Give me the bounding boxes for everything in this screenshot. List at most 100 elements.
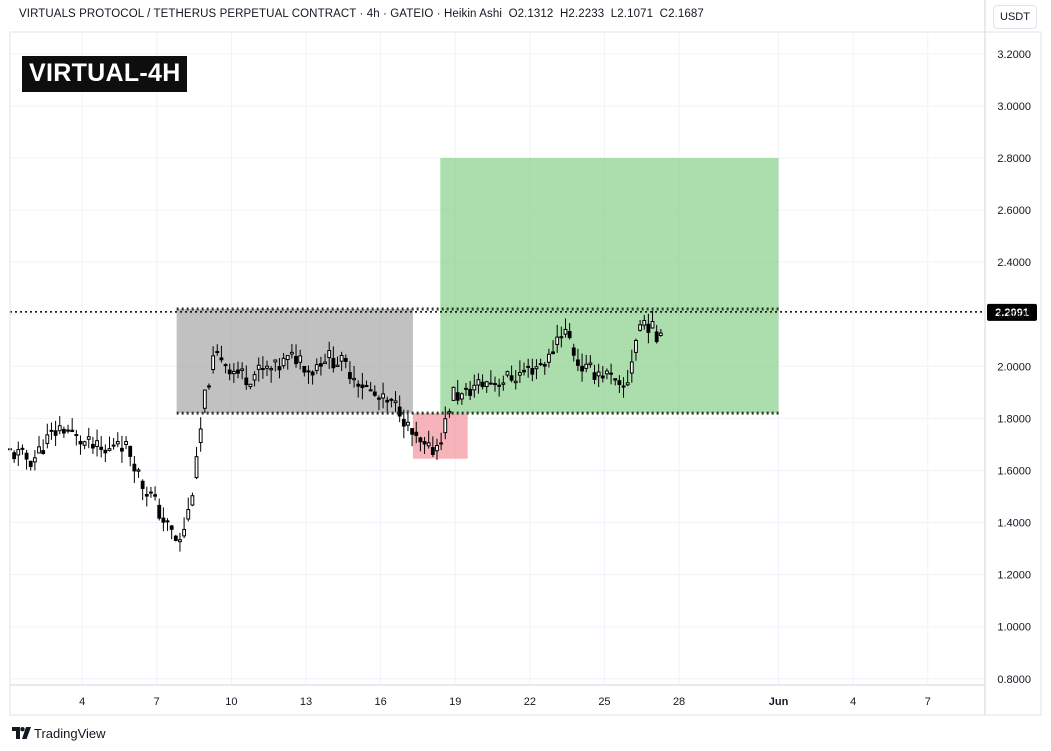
y-tick-label: 1.2000: [997, 570, 1031, 582]
candle-body: [605, 370, 609, 375]
candle-body: [190, 495, 195, 506]
candle-body: [459, 393, 464, 400]
candle-body: [348, 372, 352, 380]
candle-body: [302, 365, 307, 373]
candle-body: [74, 434, 79, 437]
candle-body: [476, 379, 481, 386]
candle-body: [418, 437, 423, 443]
candle-body: [443, 418, 448, 434]
y-tick-label: 3.0000: [997, 101, 1031, 113]
candle-body: [198, 428, 203, 443]
candle-body: [310, 371, 315, 376]
symbol-header: VIRTUALS PROTOCOL / TETHERUS PERPETUAL C…: [19, 8, 704, 20]
candle-body: [49, 429, 54, 432]
candle-body: [609, 372, 613, 375]
tradingview-brand: TradingView: [34, 725, 106, 741]
candle-body: [480, 381, 485, 388]
currency-button[interactable]: USDT: [993, 5, 1037, 29]
candle-body: [120, 447, 124, 452]
candle-body: [157, 504, 162, 519]
candle-body: [430, 447, 435, 455]
candle-body: [277, 366, 282, 371]
candle-body: [339, 354, 344, 362]
candle-body: [281, 357, 286, 367]
candle-body: [244, 377, 249, 386]
y-tick-label: 2.0000: [997, 361, 1031, 373]
candle-body: [285, 355, 290, 361]
chart-style-label: Heikin Ashi: [444, 8, 502, 20]
candle-body: [128, 445, 133, 457]
interval-label[interactable]: 4h: [366, 8, 380, 20]
candle-body: [78, 440, 83, 445]
candle-body: [592, 372, 597, 380]
candle-body: [397, 406, 402, 417]
candle-body: [497, 384, 502, 387]
candle-body: [314, 364, 319, 371]
candle-body: [596, 371, 601, 377]
chart-badge: VIRTUAL-4H: [22, 56, 187, 92]
candle-body: [410, 428, 415, 435]
candle-body: [464, 387, 468, 390]
candle-body: [169, 525, 174, 530]
candle-body: [435, 445, 439, 452]
candle-body: [393, 400, 398, 404]
candle-body: [149, 491, 153, 494]
candle-body: [426, 442, 431, 447]
tradingview-logo[interactable]: TradingView: [12, 724, 106, 742]
candle-body: [493, 383, 497, 386]
candle-body: [140, 480, 145, 489]
candle-body: [559, 336, 564, 339]
candle-body: [658, 332, 663, 336]
candle-body: [522, 369, 526, 373]
candle-body: [576, 359, 580, 366]
candle-body: [323, 361, 327, 365]
candle-body: [202, 389, 207, 409]
candle-body: [28, 460, 33, 467]
ohlc-open: O2.1312: [508, 8, 554, 20]
x-tick-label: 13: [300, 696, 312, 708]
candle-body: [646, 323, 651, 333]
current-price-tag: 2.2091: [987, 303, 1037, 321]
candle-body: [385, 399, 390, 403]
x-tick-label: 22: [524, 696, 536, 708]
candle-body: [61, 428, 66, 434]
y-tick-label: 0.8000: [997, 674, 1031, 686]
ohlc-low: L2.1071: [610, 8, 654, 20]
candle-body: [546, 353, 551, 363]
candle-body: [269, 368, 274, 371]
y-tick-label: 1.4000: [997, 518, 1031, 530]
candle-body: [53, 430, 58, 436]
current-price-label: 2.2091: [995, 307, 1029, 319]
candle-body: [298, 355, 303, 363]
separator: ·: [383, 8, 387, 20]
candle-body: [215, 350, 220, 353]
candle-body: [555, 336, 560, 345]
candle-body: [194, 456, 199, 479]
candle-body: [144, 493, 149, 497]
candle-body: [414, 431, 419, 436]
candle-body: [16, 449, 21, 456]
x-tick-label: 4: [79, 696, 85, 708]
candle-body: [580, 365, 584, 372]
candle-body: [642, 319, 647, 326]
candle-body: [111, 444, 116, 447]
candle-body: [273, 359, 278, 363]
candle-body: [588, 362, 593, 366]
candle-body: [136, 469, 141, 472]
level-lines: [10, 307, 985, 415]
candle-body: [231, 370, 236, 375]
symbol-name[interactable]: VIRTUALS PROTOCOL / TETHERUS PERPETUAL C…: [19, 8, 357, 20]
candle-body: [294, 356, 298, 365]
separator: ·: [436, 8, 441, 20]
candle-body: [488, 382, 493, 385]
candle-body: [207, 385, 211, 388]
candle-body: [455, 392, 460, 401]
candle-body: [32, 457, 37, 463]
candle-body: [613, 378, 618, 381]
ohlc-high: H2.2233: [560, 8, 605, 20]
candle-body: [563, 328, 568, 335]
x-tick-label: 10: [225, 696, 237, 708]
x-tick-label: 7: [154, 696, 160, 708]
candle-body: [377, 397, 381, 400]
